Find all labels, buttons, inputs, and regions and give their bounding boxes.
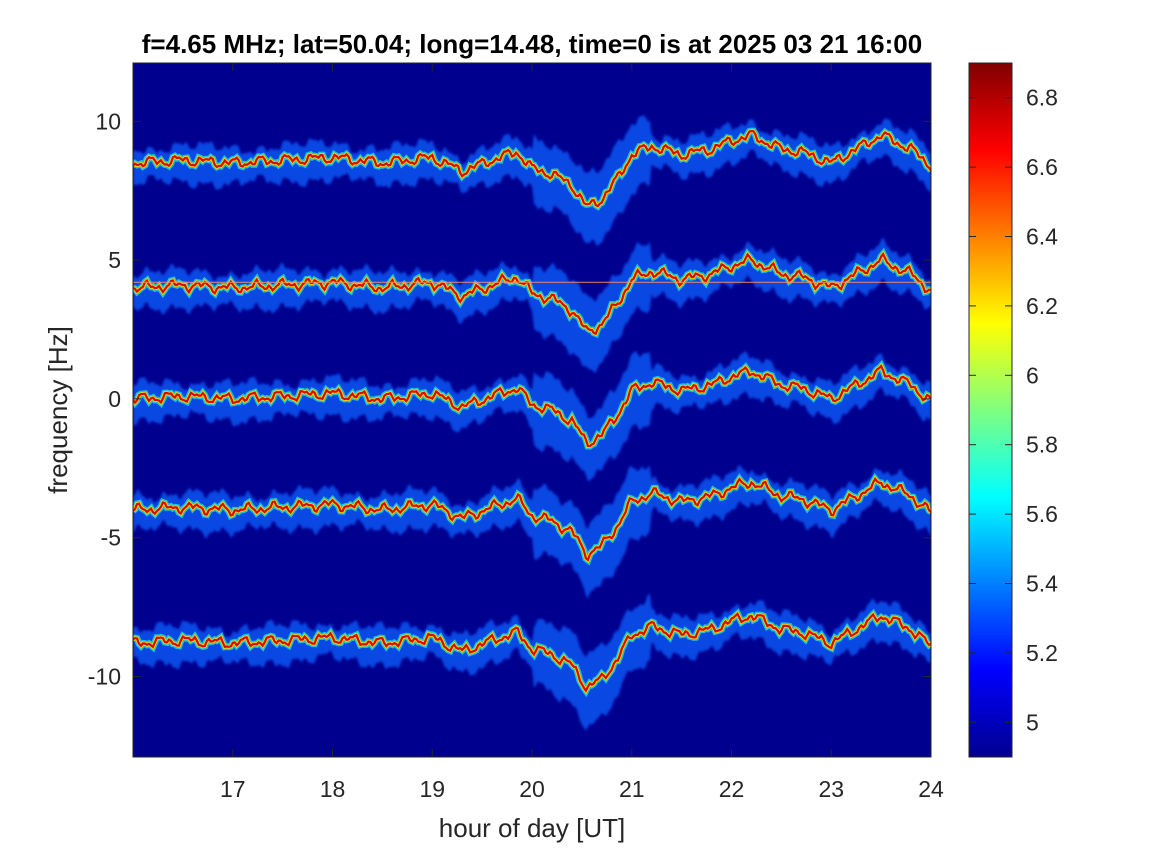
y-tick-label: -10 [88, 663, 121, 689]
colorbar-tick-label: 5.2 [1026, 640, 1058, 666]
x-tick-label: 22 [719, 776, 745, 802]
colorbar [968, 62, 1013, 758]
y-axis-label: frequency [Hz] [43, 326, 73, 494]
colorbar-ticks: 5 5.2 5.4 5.6 5.8 6 6.2 6.4 6.6 6.8 [969, 85, 1058, 735]
x-tick-label: 19 [419, 776, 445, 802]
trace-halo [133, 593, 931, 731]
trace-core [133, 476, 931, 562]
x-tick-label: 23 [818, 776, 844, 802]
colorbar-tick-label: 5.8 [1026, 432, 1058, 458]
chart-title: f=4.65 MHz; lat=50.04; long=14.48, time=… [142, 29, 922, 59]
y-tick-label: 0 [108, 386, 121, 412]
trace-core [133, 612, 931, 693]
colorbar-tick-label: 6.8 [1026, 85, 1058, 111]
x-tick-label: 24 [918, 776, 944, 802]
colorbar-tick-label: 5 [1026, 709, 1039, 735]
y-tick-label: -5 [101, 525, 121, 551]
x-tick-label: 20 [519, 776, 545, 802]
y-tick-label: 5 [108, 247, 121, 273]
trace-core [133, 364, 931, 448]
colorbar-tick-label: 6.4 [1026, 224, 1058, 250]
colorbar-tick-label: 6 [1026, 362, 1039, 388]
colorbar-tick-label: 6.6 [1026, 154, 1058, 180]
colorbar-tick-label: 5.4 [1026, 571, 1058, 597]
colorbar-tick-label: 6.2 [1026, 293, 1058, 319]
x-tick-label: 18 [320, 776, 346, 802]
x-axis: 17 18 19 20 21 22 23 24 [220, 63, 944, 802]
trace-core [133, 252, 931, 335]
x-axis-label: hour of day [UT] [439, 813, 625, 843]
spectrogram-traces [133, 115, 931, 731]
x-tick-label: 21 [619, 776, 645, 802]
trace-halo [133, 115, 931, 247]
colorbar-tick-label: 5.6 [1026, 501, 1058, 527]
y-tick-label: 10 [95, 108, 121, 134]
x-tick-label: 17 [220, 776, 246, 802]
y-axis: 10 5 0 -5 -10 [88, 108, 931, 689]
trace-core [133, 129, 931, 208]
